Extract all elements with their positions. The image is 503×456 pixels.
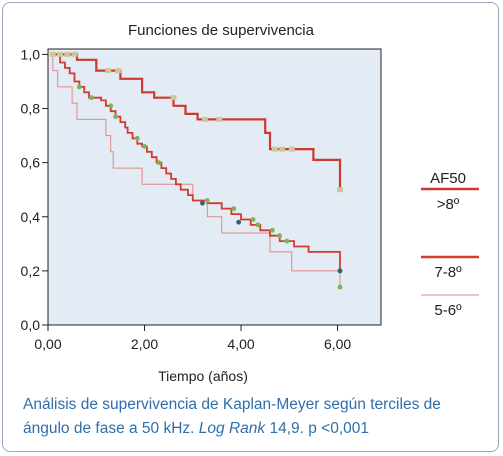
censor-marker (255, 222, 261, 228)
censor-marker (49, 51, 56, 57)
censor-marker (204, 198, 210, 203)
x-tick-label: 6,00 (324, 336, 351, 352)
censor-marker (271, 146, 278, 152)
survival-curves (52, 53, 342, 288)
x-tick-label: 4,00 (227, 336, 254, 352)
legend-label: 7-8º (434, 264, 462, 281)
censor-marker (277, 233, 283, 239)
censor-marker (89, 95, 94, 101)
censor-marker (57, 51, 64, 57)
y-tick-label: 0,0 (21, 317, 41, 333)
censor-marker (113, 114, 118, 120)
caption-line-1: Análisis de supervivencia de Kaplan-Meye… (23, 396, 441, 413)
series-line (52, 53, 341, 271)
caption-log-rank: Log Rank (198, 420, 266, 437)
plot-area (47, 48, 382, 326)
censor-marker (216, 116, 223, 122)
censor-marker (64, 51, 71, 57)
censor-marker (336, 187, 343, 193)
event-marker (236, 219, 242, 225)
series-line (52, 54, 341, 288)
legend: AF50 >8º 7-8º 5-6º (421, 170, 479, 319)
censor-marker (288, 146, 295, 152)
censor-markers (49, 51, 343, 290)
censor-marker (170, 95, 177, 101)
censor-marker (76, 84, 82, 90)
y-tick-label: 0,8 (21, 101, 41, 117)
caption: Análisis de supervivencia de Kaplan-Meye… (23, 393, 473, 441)
y-tick-label: 1,0 (21, 46, 41, 62)
censor-marker (71, 51, 78, 57)
y-tick-label: 0,4 (21, 209, 41, 225)
event-marker (337, 268, 343, 274)
caption-line-2: ángulo de fase a 50 kHz. Log Rank 14,9. … (23, 417, 473, 441)
censor-marker (284, 238, 290, 244)
x-tick-label: 0,00 (34, 336, 61, 352)
series-line (52, 53, 342, 190)
censor-marker (114, 68, 121, 74)
chart: Funciones de supervivencia 0,00,20,40,60… (21, 22, 479, 384)
axes: 0,0 0,2 0,4 0,6 0,8 1,0 0,00 2,00 4,00 6,00 (21, 46, 352, 352)
legend-title: AF50 (430, 170, 466, 187)
legend-label: 5-6º (434, 302, 462, 319)
censor-marker (156, 160, 162, 166)
chart-title: Funciones de supervivencia (128, 22, 315, 39)
y-tick-label: 0,6 (21, 155, 41, 171)
censor-marker (270, 227, 275, 233)
censor-marker (108, 103, 114, 109)
caption-line-2-pre: ángulo de fase a 50 kHz. (23, 420, 199, 437)
censor-marker (279, 146, 286, 152)
y-tick-label: 0,2 (21, 263, 41, 279)
censor-marker (231, 206, 237, 212)
censor-marker (134, 135, 140, 141)
x-tick-label: 2,00 (131, 336, 158, 352)
censor-marker (201, 116, 208, 122)
x-axis-label: Tiempo (años) (158, 368, 248, 384)
figure-panel: Funciones de supervivencia 0,0 0,2 0,4 0,6 0… (2, 2, 499, 452)
censor-marker (250, 217, 256, 222)
legend-label: >8º (437, 196, 460, 213)
censor-marker (337, 284, 343, 290)
censor-marker (105, 68, 112, 74)
censor-marker (142, 144, 147, 149)
event-marker (200, 200, 205, 206)
caption-line-2-post: 14,9. p <0,001 (265, 420, 370, 437)
